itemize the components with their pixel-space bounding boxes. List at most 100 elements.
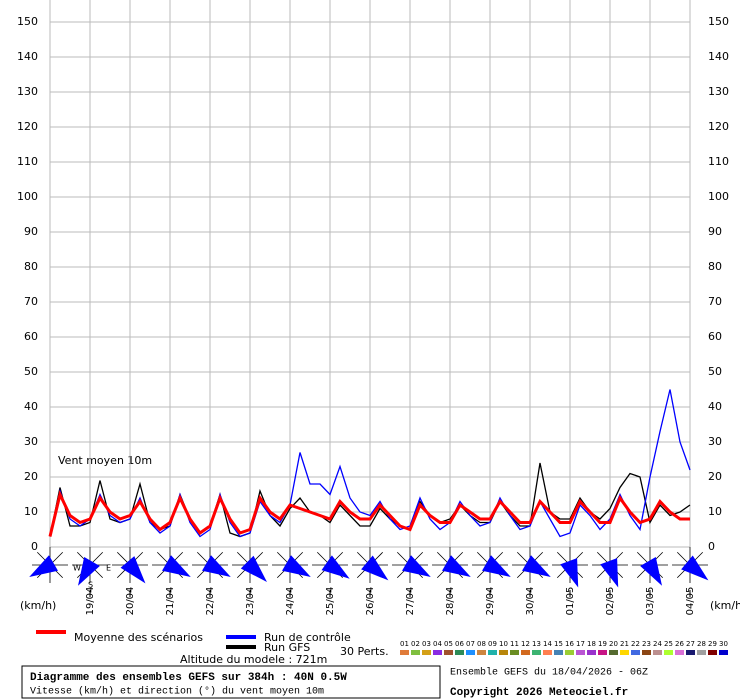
y-tick-label: 30	[708, 435, 722, 448]
footer-title: Diagramme des ensembles GEFS sur 384h : …	[30, 672, 347, 684]
perturbation-swatch	[543, 650, 552, 655]
perturbation-name: 11	[510, 640, 519, 648]
x-tick-label: 23/04	[245, 587, 256, 616]
y-tick-label: 70	[708, 295, 722, 308]
x-tick-label: 04/05	[685, 587, 696, 616]
perturbation-swatch	[675, 650, 684, 655]
annotation: Vent moyen 10m	[58, 454, 152, 467]
perturbation-swatch	[422, 650, 431, 655]
perturbation-swatch	[631, 650, 640, 655]
perturbation-swatch	[708, 650, 717, 655]
y-tick-label: 80	[24, 260, 38, 273]
y-tick-label: 100	[708, 190, 729, 203]
perturbation-swatch	[620, 650, 629, 655]
perturbation-swatch	[444, 650, 453, 655]
footer-box	[21, 665, 441, 699]
perturbation-name: 27	[686, 640, 695, 648]
perturbation-swatch	[433, 650, 442, 655]
perturbation-name: 21	[620, 640, 629, 648]
y-tick-label: 140	[708, 50, 729, 63]
x-tick-label: 19/04	[85, 587, 96, 616]
perturbation-name: 20	[609, 640, 618, 648]
perturbation-swatch	[565, 650, 574, 655]
x-tick-label: 01/05	[565, 587, 576, 616]
wind-arrow	[442, 555, 471, 577]
wind-arrow	[560, 558, 579, 588]
perturbation-name: 24	[653, 640, 662, 648]
perturbation-name: 18	[587, 640, 596, 648]
y-tick-label: 0	[708, 540, 715, 553]
perturbation-name: 03	[422, 640, 431, 648]
perturbation-swatch	[510, 650, 519, 655]
x-tick-label: 20/04	[125, 587, 136, 616]
series-line	[49, 389, 691, 538]
y-tick-label: 10	[708, 505, 722, 518]
perturbation-swatch	[576, 650, 585, 655]
x-tick-label: 30/04	[525, 587, 536, 616]
perturbation-label: 30 Perts.	[340, 645, 389, 658]
compass-label: S	[88, 581, 93, 590]
x-tick-label: 02/05	[605, 587, 616, 616]
perturbation-swatch	[697, 650, 706, 655]
wind-arrow	[282, 555, 311, 577]
perturbation-swatch	[664, 650, 673, 655]
perturbation-name: 28	[697, 640, 706, 648]
y-tick-label: 130	[708, 85, 729, 98]
wind-arrow	[321, 555, 350, 579]
y-tick-label: 110	[17, 155, 38, 168]
perturbation-name: 07	[466, 640, 475, 648]
y-tick-label: 130	[17, 85, 38, 98]
perturbation-swatch	[488, 650, 497, 655]
y-tick-label: 40	[708, 400, 722, 413]
compass-label: E	[106, 564, 111, 573]
y-tick-label: 140	[17, 50, 38, 63]
y-tick-label: 30	[24, 435, 38, 448]
perturbation-name: 23	[642, 640, 651, 648]
perturbation-name: 26	[675, 640, 684, 648]
perturbation-name: 10	[499, 640, 508, 648]
compass-label: W	[73, 564, 81, 573]
wind-arrow	[402, 555, 431, 577]
x-tick-label: 03/05	[645, 587, 656, 616]
y-tick-label: 120	[708, 120, 729, 133]
perturbation-swatch	[521, 650, 530, 655]
perturbation-name: 02	[411, 640, 420, 648]
legend-label: Run GFS	[264, 641, 310, 654]
x-tick-label: 24/04	[285, 587, 296, 616]
y-tick-label: 150	[708, 15, 729, 28]
perturbation-name: 22	[631, 640, 640, 648]
perturbation-name: 09	[488, 640, 497, 648]
perturbation-name: 14	[543, 640, 552, 648]
footer-subtitle: Vitesse (km/h) et direction (°) du vent …	[30, 686, 324, 698]
y-tick-label: 150	[17, 15, 38, 28]
y-tick-label: 10	[24, 505, 38, 518]
wind-arrow	[600, 558, 619, 588]
perturbation-swatch	[598, 650, 607, 655]
y-tick-label: 100	[17, 190, 38, 203]
x-tick-label: 25/04	[325, 587, 336, 616]
perturbation-swatch	[532, 650, 541, 655]
perturbation-name: 29	[708, 640, 717, 648]
x-tick-label: 22/04	[205, 587, 216, 616]
x-tick-label: 27/04	[405, 587, 416, 616]
x-tick-label: 29/04	[485, 587, 496, 616]
wind-arrow	[29, 555, 58, 577]
y-tick-label: 40	[24, 400, 38, 413]
y-tick-label: 60	[24, 330, 38, 343]
perturbation-swatch	[719, 650, 728, 655]
perturbation-name: 15	[554, 640, 563, 648]
y-tick-label: 120	[17, 120, 38, 133]
perturbation-swatch	[477, 650, 486, 655]
perturbation-swatch	[499, 650, 508, 655]
perturbation-swatch	[609, 650, 618, 655]
perturbation-name: 17	[576, 640, 585, 648]
perturbation-name: 04	[433, 640, 442, 648]
x-tick-label: 28/04	[445, 587, 456, 616]
run-info: Ensemble GEFS du 18/04/2026 - 06Z	[450, 667, 648, 679]
y-tick-label: 60	[708, 330, 722, 343]
x-tick-label: 26/04	[365, 587, 376, 616]
copyright: Copyright 2026 Meteociel.fr	[450, 687, 628, 699]
y-tick-label: 80	[708, 260, 722, 273]
perturbation-swatch	[642, 650, 651, 655]
